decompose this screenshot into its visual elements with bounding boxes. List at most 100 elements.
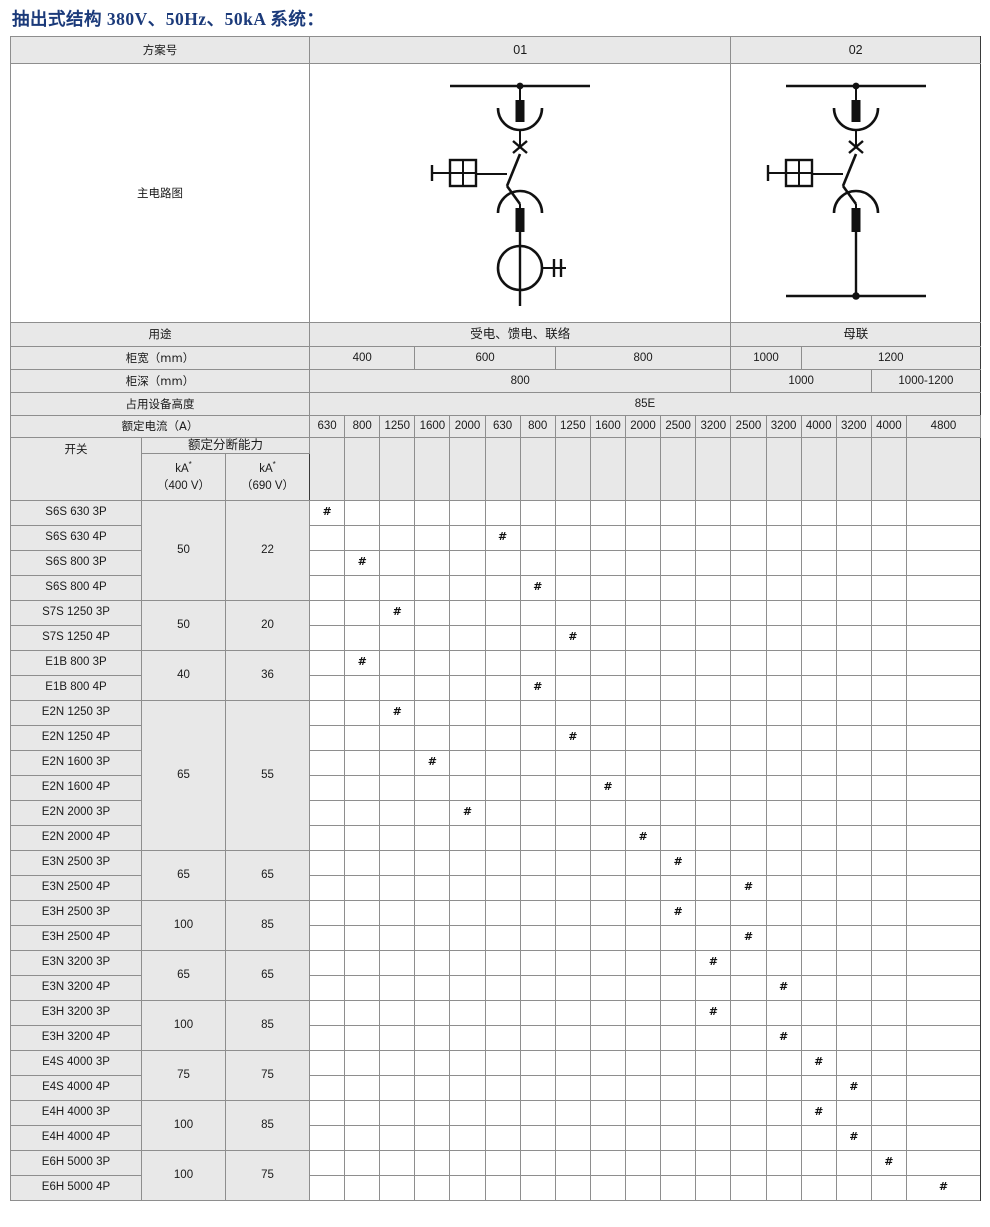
table-row: E1B 800 3P 40 36 # (10, 649, 981, 701)
availability-marker: # (498, 530, 508, 544)
row-switch-header: 开关 额定分断能力 (10, 437, 981, 501)
grid-cell (519, 899, 556, 926)
grid-cell (379, 1174, 416, 1201)
grid-cell (800, 649, 837, 676)
availability-marker-cell: # (730, 874, 767, 901)
grid-cell (519, 549, 556, 576)
grid-cell (695, 799, 732, 826)
grid-cell (730, 699, 767, 726)
grid-cell (344, 849, 381, 876)
availability-marker: # (708, 955, 718, 969)
grid-cell (905, 699, 981, 726)
row-usage: 用途 受电、馈电、联络 母联 (9, 322, 981, 348)
grid-cell (344, 1024, 381, 1051)
grid-cell (730, 774, 767, 801)
grid-cell (660, 874, 697, 901)
ka-400v-value: 100 (141, 899, 226, 951)
rated-current-col-3: 1250 (379, 415, 416, 439)
grid-cell (765, 799, 802, 826)
table-row: E2N 1600 4P # (10, 774, 981, 801)
availability-marker: # (884, 1155, 894, 1169)
grid-cell (589, 849, 627, 876)
grid-cell (905, 674, 981, 701)
grid-cell (765, 899, 802, 926)
grid-cell (589, 499, 627, 526)
rated-current-col-2: 800 (344, 415, 381, 439)
switch-model: E3H 3200 4P (10, 1024, 142, 1051)
grid-cell (660, 724, 697, 751)
grid-cell (309, 699, 346, 726)
availability-marker-cell: # (905, 1174, 981, 1201)
ka-690v-value: 55 (224, 699, 311, 851)
ka-400v-value: 100 (141, 999, 226, 1051)
grid-cell (344, 874, 381, 901)
grid-cell (519, 999, 556, 1026)
grid-cell (589, 524, 627, 551)
grid-cell (309, 624, 346, 651)
grid-cell (449, 899, 486, 926)
ka-690v-value: 20 (224, 599, 311, 651)
switch-header-spacer (660, 437, 697, 501)
availability-marker-cell: # (344, 649, 381, 676)
grid-cell (660, 974, 697, 1001)
grid-cell (730, 999, 767, 1026)
switch-header-spacer (624, 437, 662, 501)
grid-cell (379, 574, 416, 601)
grid-cell (344, 624, 381, 651)
grid-cell (414, 899, 451, 926)
grid-cell (309, 949, 346, 976)
grid-cell (624, 1099, 662, 1126)
grid-cell (800, 824, 837, 851)
switch-model: E3N 3200 4P (10, 974, 142, 1001)
grid-cell (624, 724, 662, 751)
grid-cell (484, 1074, 521, 1101)
grid-cell (589, 749, 627, 776)
grid-cell (554, 649, 591, 676)
grid-cell (519, 499, 556, 526)
grid-cell (870, 999, 907, 1026)
grid-cell (449, 674, 486, 701)
ka-690v-value: 36 (224, 649, 311, 701)
switch-model: S7S 1250 4P (10, 624, 142, 651)
grid-cell (309, 1049, 346, 1076)
availability-marker: # (357, 655, 367, 669)
grid-cell (624, 549, 662, 576)
grid-cell (379, 524, 416, 551)
switch-label: 开关 (10, 437, 142, 501)
ka-690v-value: 65 (224, 949, 311, 1001)
grid-cell (800, 524, 837, 551)
grid-cell (484, 674, 521, 701)
grid-cell (624, 674, 662, 701)
grid-cell (484, 499, 521, 526)
switch-header-spacer (905, 437, 981, 501)
availability-marker-cell: # (835, 1124, 872, 1151)
grid-cell (624, 874, 662, 901)
availability-marker: # (568, 730, 578, 744)
grid-cell (554, 1099, 591, 1126)
grid-cell (800, 1074, 837, 1101)
grid-cell (800, 1124, 837, 1151)
grid-cell (870, 899, 907, 926)
switch-header-spacer (695, 437, 732, 501)
grid-cell (589, 1049, 627, 1076)
grid-cell (484, 1149, 521, 1176)
grid-cell (765, 924, 802, 951)
cabinet-width-value: 400 (309, 346, 416, 371)
grid-cell (835, 599, 872, 626)
grid-cell (695, 1074, 732, 1101)
grid-cell (344, 1174, 381, 1201)
grid-cell (835, 524, 872, 551)
grid-cell (730, 1174, 767, 1201)
grid-cell (519, 624, 556, 651)
grid-cell (800, 774, 837, 801)
grid-cell (484, 624, 521, 651)
grid-cell (695, 1024, 732, 1051)
grid-cell (870, 499, 907, 526)
grid-cell (589, 899, 627, 926)
grid-cell (695, 574, 732, 601)
grid-cell (554, 699, 591, 726)
availability-marker: # (673, 855, 683, 869)
ka-690v-value: 85 (224, 999, 311, 1051)
grid-cell (905, 799, 981, 826)
availability-marker-cell: # (554, 724, 591, 751)
